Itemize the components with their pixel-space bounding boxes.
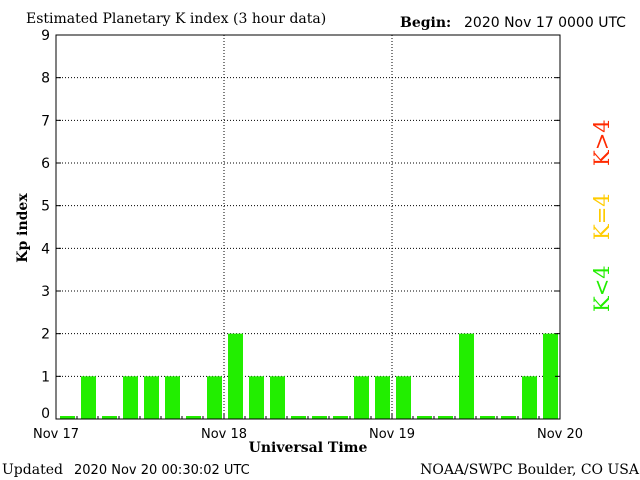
begin-value: 2020 Nov 17 0000 UTC — [464, 15, 626, 31]
plot-area: 0 1 2 3 4 5 6 7 8 9 Nov 17 Nov 18 Nov 19 Nov 20 — [33, 28, 583, 442]
y-axis-label: Kp index — [15, 193, 31, 263]
kp-bar — [375, 376, 390, 419]
x-tick-label: Nov 18 — [201, 427, 247, 442]
updated-value: 2020 Nov 20 00:30:02 UTC — [74, 463, 250, 478]
y-tick-label: 9 — [41, 28, 50, 44]
legend-k-less-4: K<4 — [590, 265, 614, 312]
y-tick-label: 2 — [41, 327, 50, 343]
kp-bar — [333, 416, 348, 419]
kp-bar — [102, 416, 117, 419]
kp-bar — [249, 376, 264, 419]
kp-bar — [144, 376, 159, 419]
legend-k-equal-4: K=4 — [590, 193, 614, 240]
plot-frame — [55, 34, 561, 420]
kp-bar — [354, 376, 369, 419]
y-tick-label: 0 — [41, 406, 50, 422]
x-tick-label: Nov 17 — [33, 427, 79, 442]
kp-bar — [165, 376, 180, 419]
y-tick-label: 1 — [41, 369, 50, 385]
begin-label: Begin: — [400, 15, 451, 31]
kp-bar — [522, 376, 537, 419]
y-tick-label: 3 — [41, 284, 50, 300]
kp-bar — [480, 416, 495, 419]
kp-bar — [207, 376, 222, 419]
kp-bar — [228, 333, 243, 419]
x-axis-label: Universal Time — [249, 440, 368, 456]
kp-bar — [312, 416, 327, 419]
kp-bar — [270, 376, 285, 419]
updated-label: Updated — [2, 462, 63, 478]
legend: K>4 K=4 K<4 — [590, 119, 614, 312]
kp-bar — [60, 416, 75, 419]
kp-bar — [81, 376, 96, 419]
y-tick-label: 8 — [41, 71, 50, 87]
x-tick-label: Nov 20 — [537, 427, 583, 442]
kp-bar — [543, 333, 558, 419]
kp-bar — [123, 376, 138, 419]
y-tick-label: 4 — [41, 241, 50, 257]
kp-bar — [291, 416, 306, 419]
x-tick-label: Nov 19 — [369, 427, 415, 442]
kp-bar — [417, 416, 432, 419]
kp-bar — [438, 416, 453, 419]
legend-k-greater-4: K>4 — [590, 119, 614, 166]
y-tick-label: 7 — [41, 113, 50, 129]
kp-bar — [459, 333, 474, 419]
credit-text: NOAA/SWPC Boulder, CO USA — [420, 462, 640, 478]
kp-bar — [396, 376, 411, 419]
y-tick-label: 6 — [41, 156, 50, 172]
chart-title: Estimated Planetary K index (3 hour data… — [26, 11, 326, 27]
kp-bar — [501, 416, 516, 419]
kp-bar — [186, 416, 201, 419]
y-tick-label: 5 — [41, 199, 50, 215]
